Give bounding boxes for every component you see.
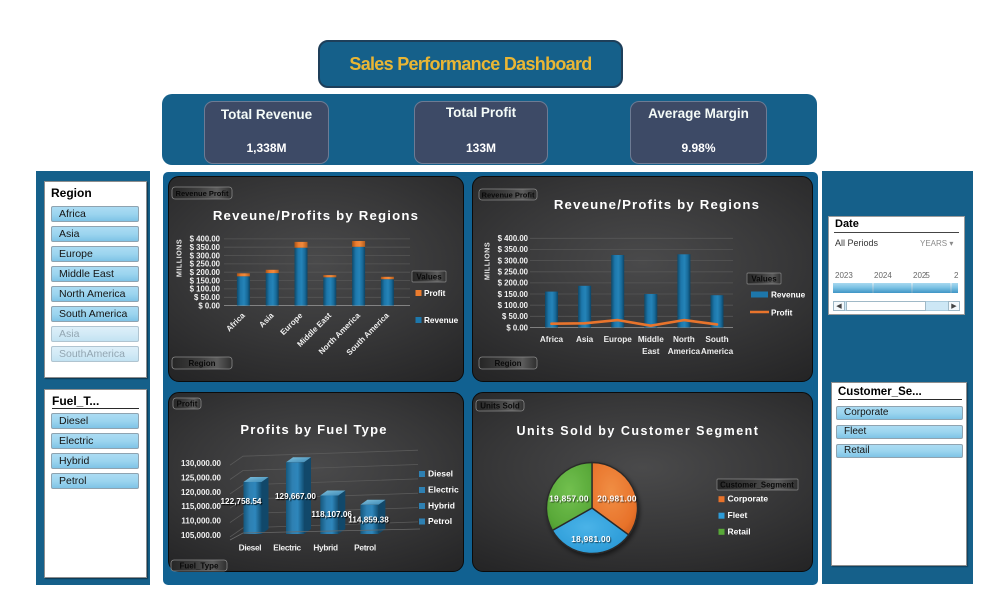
svg-text:$ 150.00: $ 150.00 <box>498 290 529 299</box>
svg-text:Profit: Profit <box>771 309 793 318</box>
svg-text:East: East <box>642 347 660 356</box>
svg-text:Revenue: Revenue <box>771 291 806 300</box>
svg-text:$ 0.00: $ 0.00 <box>198 301 220 310</box>
svg-text:Electric: Electric <box>273 543 301 553</box>
svg-text:Europe: Europe <box>604 335 633 344</box>
svg-text:Region: Region <box>188 359 215 368</box>
svg-text:$ 300.00: $ 300.00 <box>498 256 529 265</box>
svg-text:Units Sold: Units Sold <box>480 402 520 411</box>
svg-text:Africa: Africa <box>224 311 247 334</box>
svg-text:Fleet: Fleet <box>728 510 748 520</box>
svg-text:Electric: Electric <box>428 485 459 495</box>
svg-text:Petrol: Petrol <box>428 516 452 526</box>
svg-text:Reveune/Profits by Regions: Reveune/Profits by Regions <box>213 208 419 223</box>
svg-text:$ 350.00: $ 350.00 <box>190 243 221 252</box>
svg-text:Retail: Retail <box>728 526 751 536</box>
svg-text:Corporate: Corporate <box>728 494 769 504</box>
svg-text:Units Sold by Customer Segment: Units Sold by Customer Segment <box>517 424 760 438</box>
svg-text:Profit: Profit <box>177 400 198 409</box>
svg-text:$ 200.00: $ 200.00 <box>498 279 529 288</box>
svg-text:$ 200.00: $ 200.00 <box>190 268 221 277</box>
svg-text:19,857.00: 19,857.00 <box>549 494 589 504</box>
svg-text:130,000.00: 130,000.00 <box>181 459 222 468</box>
svg-text:Region: Region <box>494 359 521 368</box>
svg-text:$ 300.00: $ 300.00 <box>190 251 221 260</box>
svg-text:$ 350.00: $ 350.00 <box>498 245 529 254</box>
svg-text:Hybrid: Hybrid <box>428 501 455 511</box>
svg-text:114,859.38: 114,859.38 <box>348 516 389 525</box>
svg-text:America: America <box>668 347 701 356</box>
svg-text:North: North <box>673 335 695 344</box>
svg-text:Revenue Profit: Revenue Profit <box>482 191 535 200</box>
svg-text:$ 0.00: $ 0.00 <box>506 323 528 332</box>
svg-text:122,758.54: 122,758.54 <box>221 497 262 506</box>
svg-text:$ 250.00: $ 250.00 <box>190 260 221 269</box>
svg-text:$ 250.00: $ 250.00 <box>498 268 529 277</box>
svg-text:129,667.00: 129,667.00 <box>275 492 316 501</box>
svg-text:Hybrid: Hybrid <box>313 543 338 553</box>
svg-text:Fuel_Type: Fuel_Type <box>180 562 220 571</box>
svg-text:$ 100.00: $ 100.00 <box>190 285 221 294</box>
svg-text:America: America <box>701 347 734 356</box>
svg-text:Africa: Africa <box>540 335 564 344</box>
svg-text:South: South <box>705 335 728 344</box>
svg-text:Values: Values <box>416 273 442 282</box>
svg-text:Values: Values <box>751 275 777 284</box>
svg-text:Reveune/Profits by Regions: Reveune/Profits by Regions <box>554 197 760 212</box>
svg-text:$ 50.00: $ 50.00 <box>194 293 221 302</box>
svg-text:$ 400.00: $ 400.00 <box>190 235 221 244</box>
svg-text:115,000.00: 115,000.00 <box>181 502 221 511</box>
svg-text:110,000.00: 110,000.00 <box>181 517 221 526</box>
svg-text:Europe: Europe <box>279 311 305 337</box>
svg-text:20,981.00: 20,981.00 <box>597 494 637 504</box>
svg-text:Asia: Asia <box>576 335 594 344</box>
svg-text:$ 50.00: $ 50.00 <box>502 312 529 321</box>
svg-text:Asia: Asia <box>257 311 276 330</box>
svg-text:Petrol: Petrol <box>354 543 376 553</box>
svg-text:$ 150.00: $ 150.00 <box>190 276 221 285</box>
svg-text:Diesel: Diesel <box>428 469 453 479</box>
svg-text:105,000.00: 105,000.00 <box>181 531 222 540</box>
svg-text:Revenue: Revenue <box>424 316 459 325</box>
svg-text:Profit: Profit <box>424 289 446 298</box>
svg-text:18,981.00: 18,981.00 <box>571 534 611 544</box>
svg-text:Profits by Fuel Type: Profits by Fuel Type <box>240 422 387 437</box>
svg-text:Revenue Profit: Revenue Profit <box>176 189 229 198</box>
svg-text:$ 400.00: $ 400.00 <box>498 234 529 243</box>
svg-text:MILLIONS: MILLIONS <box>175 239 184 277</box>
svg-text:Customer_Segment: Customer_Segment <box>720 481 794 490</box>
svg-text:Middle: Middle <box>638 335 664 344</box>
svg-text:118,107.06: 118,107.06 <box>311 510 352 519</box>
svg-text:125,000.00: 125,000.00 <box>181 474 222 483</box>
svg-text:Diesel: Diesel <box>239 543 262 553</box>
svg-text:MILLIONS: MILLIONS <box>483 242 492 280</box>
svg-text:120,000.00: 120,000.00 <box>181 488 222 497</box>
svg-text:$ 100.00: $ 100.00 <box>498 301 529 310</box>
